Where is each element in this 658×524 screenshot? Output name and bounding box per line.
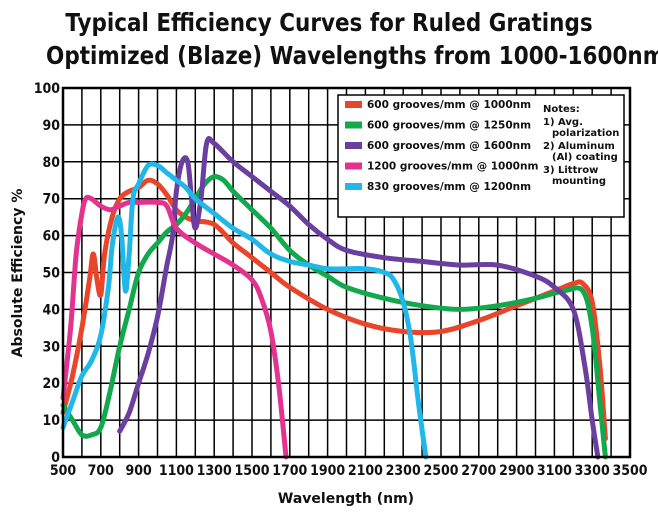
y-tick-labels: 0 10 20 30 40 50 60 70 80 90 100 xyxy=(34,81,61,466)
legend-label: 1200 grooves/mm @ 1000nm xyxy=(367,161,538,173)
x-tick-label: 1700 xyxy=(272,463,307,479)
x-tick-label: 500 xyxy=(50,463,77,479)
y-tick-label: 30 xyxy=(42,339,60,355)
note-line: (Al) coating xyxy=(552,152,618,163)
series-line-2 xyxy=(117,135,601,460)
legend-label: 830 grooves/mm @ 1200nm xyxy=(367,181,531,193)
y-tick-label: 70 xyxy=(42,192,60,208)
y-tick-label: 50 xyxy=(42,266,60,282)
legend-swatch xyxy=(345,142,362,149)
y-tick-label: 10 xyxy=(42,413,60,429)
note-line: polarization xyxy=(552,128,619,139)
y-tick-label: 80 xyxy=(42,155,60,171)
x-tick-label: 2300 xyxy=(386,463,421,479)
series-line-3 xyxy=(60,194,289,460)
legend-swatch xyxy=(345,121,362,129)
legend-label: 600 grooves/mm @ 1000nm xyxy=(367,99,531,111)
note-line: mounting xyxy=(552,176,606,187)
series-curves xyxy=(60,135,608,460)
x-tick-label: 700 xyxy=(88,463,115,479)
y-tick-label: 20 xyxy=(42,376,60,392)
x-tick-label: 1300 xyxy=(197,463,232,479)
legend-label: 600 grooves/mm @ 1600nm xyxy=(367,140,531,152)
x-tick-label: 900 xyxy=(125,463,152,479)
legend-swatch xyxy=(345,101,362,108)
y-tick-label: 100 xyxy=(34,81,61,97)
x-axis-label: Wavelength (nm) xyxy=(278,491,414,507)
x-tick-label: 1500 xyxy=(234,463,269,479)
chart-subtitle: Optimized (Blaze) Wavelengths from 1000-… xyxy=(46,41,658,70)
x-tick-label: 1100 xyxy=(159,463,194,479)
legend-swatch xyxy=(345,162,362,170)
x-tick-label: 1900 xyxy=(310,463,345,479)
note-line: Notes: xyxy=(543,104,580,115)
series-line-4 xyxy=(60,161,429,460)
series-line-1 xyxy=(60,173,608,460)
x-tick-label: 2900 xyxy=(499,463,534,479)
y-tick-label: 90 xyxy=(42,118,60,134)
legend-label: 600 grooves/mm @ 1250nm xyxy=(367,120,531,132)
note-line: 2) Aluminum xyxy=(543,141,615,152)
legend-swatch xyxy=(345,183,362,190)
note-line: 1) Avg. xyxy=(543,117,583,128)
note-line: 3) Littrow xyxy=(543,165,598,176)
legend: 600 grooves/mm @ 1000nm 600 grooves/mm @ … xyxy=(337,94,625,218)
x-tick-label: 2100 xyxy=(348,463,383,479)
legend-box xyxy=(337,94,625,218)
y-tick-label: 40 xyxy=(42,302,60,318)
x-tick-label: 3300 xyxy=(575,463,610,479)
notes: Notes: 1) Avg.polarization 2) Aluminum(Al)… xyxy=(543,104,619,187)
x-tick-label: 2500 xyxy=(423,463,458,479)
y-tick-label: 0 xyxy=(51,450,60,466)
x-tick-label: 3100 xyxy=(537,463,572,479)
y-axis-label: Absolute Efficiency % xyxy=(10,189,26,358)
x-tick-label: 3500 xyxy=(612,463,647,479)
x-tick-label: 2700 xyxy=(461,463,496,479)
chart-title: Typical Efficiency Curves for Ruled Grat… xyxy=(65,8,593,37)
x-tick-labels: 500 700 900 1100 1300 1500 1700 1900 2100 2300 250… xyxy=(50,463,648,479)
y-tick-label: 60 xyxy=(42,229,60,245)
plot-border xyxy=(61,86,632,459)
